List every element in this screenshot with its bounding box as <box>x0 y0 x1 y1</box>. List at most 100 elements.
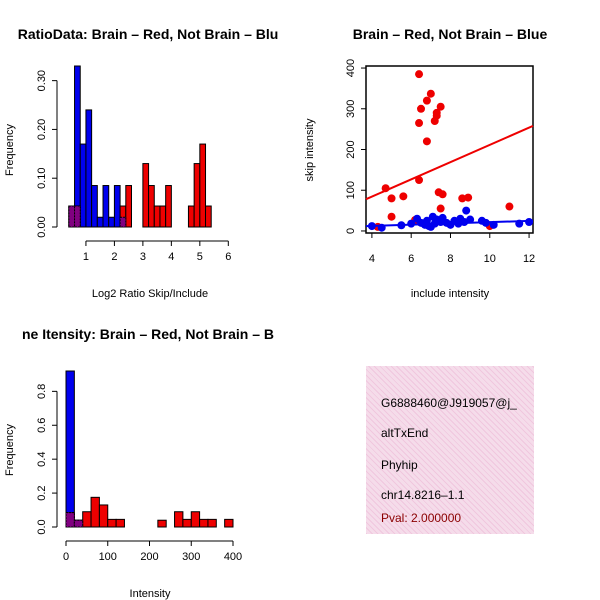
intensity-histogram-xlabel: Intensity <box>130 588 171 600</box>
ratio-bar-red <box>125 185 132 228</box>
scatter-point-red <box>415 176 424 185</box>
scatter-point-blue <box>515 219 524 228</box>
scatter-point-red <box>436 102 445 111</box>
scatter-point-red <box>426 89 435 98</box>
scatter-point-blue <box>397 221 406 230</box>
ratio-bar-overlap <box>68 205 76 228</box>
scatter-point-red <box>464 193 473 202</box>
intensity-bar-red <box>174 511 184 528</box>
ratio-y-tick-label: 0.20 <box>36 119 48 140</box>
intensity-x-tick-label: 400 <box>224 551 242 563</box>
ratio-bar-blue <box>108 216 115 228</box>
ratio-histogram-xlabel: Log2 Ratio Skip/Include <box>92 288 208 300</box>
scatter-y-tick-label: 100 <box>345 181 357 199</box>
scatter-point-red <box>381 184 390 193</box>
scatter-point-blue <box>367 222 376 231</box>
intensity-histogram-title: ne Itensity: Brain – Red, Not Brain – B <box>22 326 274 342</box>
scatter-point-red <box>417 104 426 113</box>
scatter-x-tick-label: 12 <box>523 253 535 265</box>
intensity-y-tick-label: 0.6 <box>36 418 48 433</box>
intensity-x-tick-label: 0 <box>63 551 69 563</box>
intensity-y-tick-label: 0.2 <box>36 485 48 500</box>
intensity-bar-red <box>190 511 201 528</box>
scatter-x-tick-label: 4 <box>369 253 375 265</box>
ratio-x-tick-label: 5 <box>197 251 203 263</box>
ratio-x-tick-label: 6 <box>225 251 231 263</box>
scatter-point-blue <box>428 212 437 221</box>
ratio-y-tick-label: 0.30 <box>36 70 48 91</box>
scatter-y-tick-label: 0 <box>345 228 357 234</box>
info-event-type: altTxEnd <box>381 426 429 440</box>
ratio-bar-overlap <box>74 205 81 228</box>
intensity-bar-overlap <box>65 512 75 528</box>
ratio-bar-red <box>199 143 207 228</box>
scatter-point-red <box>415 70 424 79</box>
ratio-bar-red <box>148 185 155 228</box>
info-event-id: G6888460@J919057@j_ <box>381 396 517 410</box>
ratio-bar-red <box>187 205 195 228</box>
scatter-x-tick-label: 8 <box>447 253 453 265</box>
intensity-bar-red <box>90 496 100 528</box>
scatter-x-tick-label: 10 <box>484 253 496 265</box>
intensity-y-tick-label: 0.8 <box>36 384 48 399</box>
scatter-ylabel: skip intensity <box>304 118 316 181</box>
scatter-point-red <box>436 204 445 213</box>
intensity-scatter: Brain – Red, Not Brain – Blue 4 6 8 10 12 0 10… <box>304 26 547 300</box>
info-panel: G6888460@J919057@j_ altTxEnd Phyhip chr1… <box>366 366 534 534</box>
intensity-bar-red <box>182 518 192 528</box>
ratio-bar-red <box>165 185 172 228</box>
intensity-x-tick-label: 200 <box>140 551 158 563</box>
scatter-xlabel: include intensity <box>411 288 490 300</box>
ratio-bar-blue <box>74 65 81 228</box>
ratio-bar-blue <box>79 143 87 228</box>
scatter-point-red <box>458 194 467 203</box>
scatter-title: Brain – Red, Not Brain – Blue <box>353 26 548 42</box>
scatter-point-red <box>422 137 431 146</box>
scatter-y-tick-label: 400 <box>345 59 357 77</box>
ratio-histogram-ylabel: Frequency <box>4 124 16 176</box>
intensity-histogram: ne Itensity: Brain – Red, Not Brain – B … <box>4 326 274 600</box>
ratio-x-tick-label: 2 <box>111 251 117 263</box>
scatter-point-blue <box>407 219 416 228</box>
ratio-bar-overlap <box>119 216 127 228</box>
scatter-point-blue <box>466 215 475 224</box>
ratio-bar-blue <box>85 109 93 228</box>
ratio-histogram: RatioData: Brain – Red, Not Brain – Blu … <box>4 26 278 300</box>
scatter-point-blue <box>481 218 490 227</box>
scatter-point-red <box>438 190 447 199</box>
ratio-bar-red <box>205 205 212 228</box>
ratio-bar-red <box>142 163 150 228</box>
ratio-bar-blue <box>91 185 98 228</box>
intensity-bar-red <box>207 518 217 528</box>
ratio-x-tick-label: 4 <box>168 251 174 263</box>
ratio-y-tick-label: 0.10 <box>36 168 48 189</box>
scatter-trendline-red <box>365 124 534 201</box>
ratio-x-tick-label: 3 <box>140 251 146 263</box>
info-pval: Pval: 2.000000 <box>381 511 462 525</box>
ratio-bar-red <box>159 205 167 228</box>
scatter-point-blue <box>377 223 386 232</box>
scatter-point-blue <box>489 220 498 229</box>
ratio-bar-red <box>153 205 161 228</box>
intensity-bar-red <box>157 519 167 528</box>
intensity-bar-red <box>82 511 92 528</box>
scatter-x-tick-label: 6 <box>408 253 414 265</box>
scatter-point-red <box>505 202 514 211</box>
ratio-x-tick-label: 1 <box>83 251 89 263</box>
scatter-y-tick-label: 300 <box>345 100 357 118</box>
scatter-y-tick-label: 200 <box>345 140 357 158</box>
intensity-bar-red <box>107 518 117 528</box>
intensity-bar-red <box>199 518 209 528</box>
intensity-bar-blue <box>65 370 75 528</box>
ratio-bar-red <box>193 163 201 228</box>
scatter-point-blue <box>462 206 471 215</box>
intensity-x-tick-label: 300 <box>182 551 200 563</box>
scatter-point-red <box>415 119 424 128</box>
scatter-point-red <box>387 212 396 221</box>
ratio-y-tick-label: 0.00 <box>36 216 48 237</box>
ratio-bar-blue <box>96 216 104 228</box>
scatter-point-blue <box>424 222 433 231</box>
scatter-point-red <box>422 96 431 105</box>
intensity-bar-red <box>115 518 125 528</box>
